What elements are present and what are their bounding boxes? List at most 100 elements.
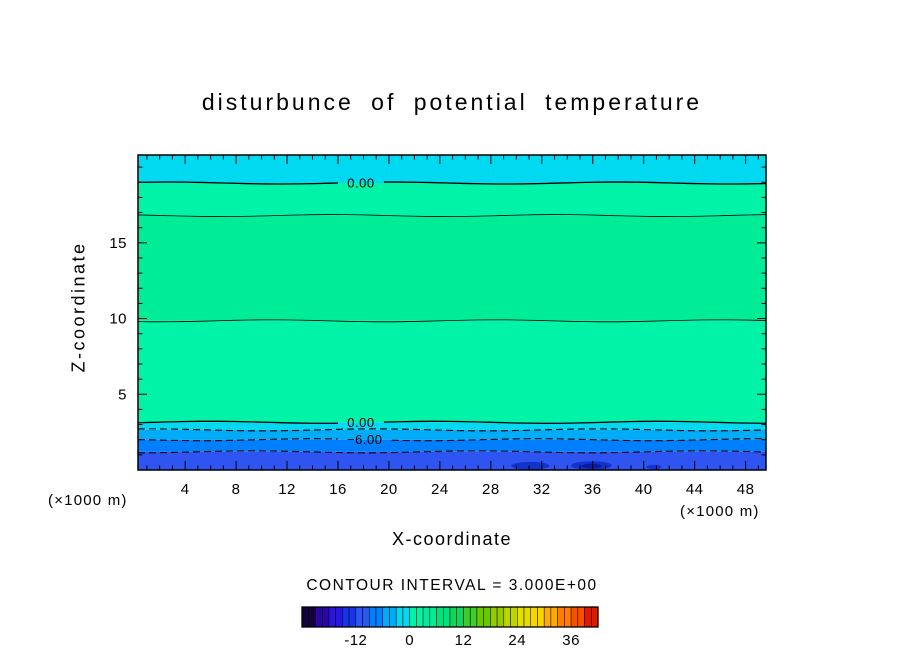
colorbar-cell xyxy=(342,606,350,628)
colorbar-cell xyxy=(402,606,410,628)
colorbar-cell xyxy=(308,606,316,628)
colorbar: -12 0 12 24 36 xyxy=(301,606,599,649)
colorbar-cell xyxy=(348,606,357,628)
colorbar-cell xyxy=(577,606,585,628)
fill-band xyxy=(138,155,766,184)
chart-title: disturbunce of potential temperature xyxy=(201,89,703,115)
x-tick-label: 44 xyxy=(686,481,704,498)
colorbar-tick-label: 24 xyxy=(508,632,526,649)
colorbar-cell xyxy=(355,606,363,628)
colorbar-cell xyxy=(490,606,498,628)
x-tick-label: 12 xyxy=(278,481,296,498)
fill-band xyxy=(138,320,766,423)
contour-interval-text: CONTOUR INTERVAL = 3.000E+00 xyxy=(306,577,598,594)
fill-band xyxy=(138,422,766,430)
colorbar-cell xyxy=(335,606,343,628)
x-tick-label: 28 xyxy=(482,481,500,498)
plot-frame xyxy=(137,154,767,471)
dark-patch xyxy=(581,463,602,469)
axis-ticks xyxy=(138,155,766,470)
z-axis-title: Z-coordinate xyxy=(68,241,89,373)
fill-band xyxy=(138,451,766,470)
colorbar-cell xyxy=(395,606,404,628)
contour-line xyxy=(138,214,766,217)
fill-band xyxy=(138,183,766,216)
fill-bands xyxy=(138,155,766,470)
colorbar-cell xyxy=(389,606,397,628)
colorbar-cell xyxy=(476,606,484,628)
x-tick-label: 4 xyxy=(181,481,190,498)
colorbar-tick-label: 36 xyxy=(562,632,580,649)
dark-patch xyxy=(511,461,550,470)
colorbar-cell xyxy=(564,606,572,628)
x-tick-label: 16 xyxy=(329,481,347,498)
colorbar-cell xyxy=(382,606,390,628)
colorbar-cell xyxy=(550,606,558,628)
colorbar-cell xyxy=(369,606,377,628)
colorbar-cell xyxy=(362,606,370,628)
colorbar-cell xyxy=(469,606,478,628)
x-axis-title: X-coordinate xyxy=(391,529,513,549)
contour-line xyxy=(383,420,766,424)
colorbar-cell xyxy=(557,606,565,628)
colorbar-tick-label: 0 xyxy=(405,632,414,649)
colorbar-cell xyxy=(456,606,464,628)
colorbar-cell xyxy=(537,606,545,628)
contour-line xyxy=(383,181,766,185)
colorbar-cell xyxy=(315,606,323,628)
colorbar-cell xyxy=(328,606,336,628)
z-tick-label: 15 xyxy=(109,235,127,252)
contour-line xyxy=(138,319,766,323)
colorbar-cell xyxy=(510,606,518,628)
fill-band xyxy=(138,215,766,321)
colorbar-cell xyxy=(301,606,309,628)
colorbar-cell xyxy=(584,606,592,628)
contour-line xyxy=(138,428,766,432)
colorbar-cell xyxy=(429,606,437,628)
contour-line xyxy=(391,438,766,442)
colorbar-cell xyxy=(570,606,579,628)
contour-label: 0.00 xyxy=(347,176,374,191)
colorbar-cell xyxy=(416,606,424,628)
colorbar-cell xyxy=(409,606,417,628)
colorbar-cell xyxy=(483,606,491,628)
contour-lines: 0.00 0.00 −6.00 xyxy=(138,176,766,454)
contour-line xyxy=(138,450,766,454)
x-tick-label: 40 xyxy=(635,481,653,498)
colorbar-cell xyxy=(591,606,599,628)
colorbar-cell xyxy=(449,606,457,628)
x-axis-units-label: (×1000 m) xyxy=(680,503,760,520)
x-tick-label: 24 xyxy=(431,481,449,498)
colorbar-frame xyxy=(301,606,599,628)
colorbar-cell xyxy=(517,606,525,628)
x-tick-label: 36 xyxy=(584,481,602,498)
colorbar-cell xyxy=(375,606,383,628)
dark-patch xyxy=(646,464,662,470)
colorbar-cell xyxy=(422,606,431,628)
colorbar-tick-label: -12 xyxy=(344,632,367,649)
colorbar-cell xyxy=(543,606,552,628)
z-tick-label: 10 xyxy=(109,311,127,328)
z-axis-units-label: (×1000 m) xyxy=(48,492,128,509)
colorbar-cell xyxy=(503,606,511,628)
colorbar-cell xyxy=(443,606,451,628)
fill-band xyxy=(138,439,766,452)
colorbar-cell xyxy=(523,606,531,628)
colorbar-cell xyxy=(496,606,505,628)
colorbar-cell xyxy=(463,606,471,628)
x-tick-label: 48 xyxy=(737,481,755,498)
contour-label: −6.00 xyxy=(347,432,382,447)
x-tick-label: 20 xyxy=(380,481,398,498)
x-tick-label: 32 xyxy=(533,481,551,498)
x-tick-label: 8 xyxy=(232,481,241,498)
z-tick-label: 5 xyxy=(118,386,127,403)
colorbar-cell xyxy=(321,606,330,628)
colorbar-cell xyxy=(436,606,444,628)
contour-line xyxy=(138,181,338,185)
fill-band xyxy=(138,429,766,440)
colorbar-cell xyxy=(530,606,538,628)
contour-label: 0.00 xyxy=(347,415,374,430)
colorbar-tick-label: 12 xyxy=(455,632,473,649)
